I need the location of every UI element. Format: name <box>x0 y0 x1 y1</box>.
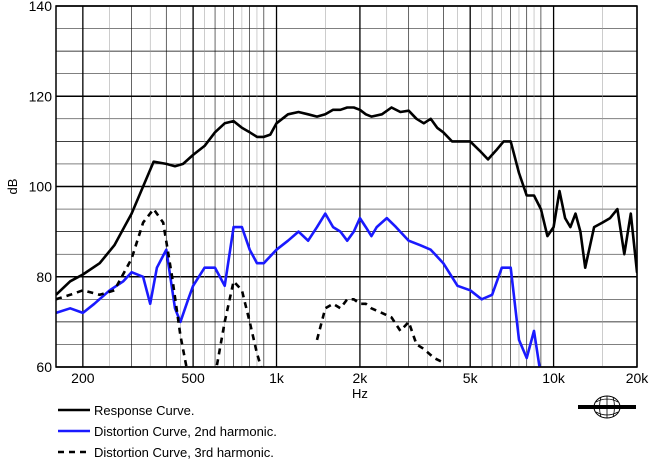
y-tick-label: 120 <box>29 88 53 104</box>
grid-lines <box>56 5 638 368</box>
series-line-1 <box>56 212 541 367</box>
legend-label: Distortion Curve, 2nd harmonic. <box>94 424 277 439</box>
y-tick-label: 140 <box>29 0 53 14</box>
y-tick-label: 100 <box>29 179 53 195</box>
legend-label: Distortion Curve, 3rd harmonic. <box>94 445 274 460</box>
x-tick-label: 5k <box>463 370 479 386</box>
brand-logo <box>578 395 636 419</box>
legend-label: Response Curve. <box>94 403 194 418</box>
x-tick-label: 2k <box>353 370 369 386</box>
series-layer <box>56 106 637 367</box>
y-tick-label: 60 <box>36 359 52 375</box>
x-axis-label: Hz <box>352 386 368 401</box>
x-tick-label: 200 <box>71 370 95 386</box>
x-tick-label: 1k <box>269 370 285 386</box>
y-tick-label: 80 <box>36 269 52 285</box>
series-line-0 <box>56 106 637 296</box>
y-axis-label: dB <box>5 179 20 195</box>
legend: Response Curve. Distortion Curve, 2nd har… <box>58 403 277 460</box>
x-tick-label: 20k <box>626 370 650 386</box>
series-line-2 <box>56 207 188 367</box>
x-tick-label: 500 <box>181 370 205 386</box>
tick-labels: 200 500 1k 2k 5k 10k 20k 60 80 100 120 140 <box>29 0 650 386</box>
x-tick-label: 10k <box>542 370 566 386</box>
series-line-4 <box>315 298 444 364</box>
series-line-3 <box>215 280 263 367</box>
plot-frame <box>55 5 638 368</box>
